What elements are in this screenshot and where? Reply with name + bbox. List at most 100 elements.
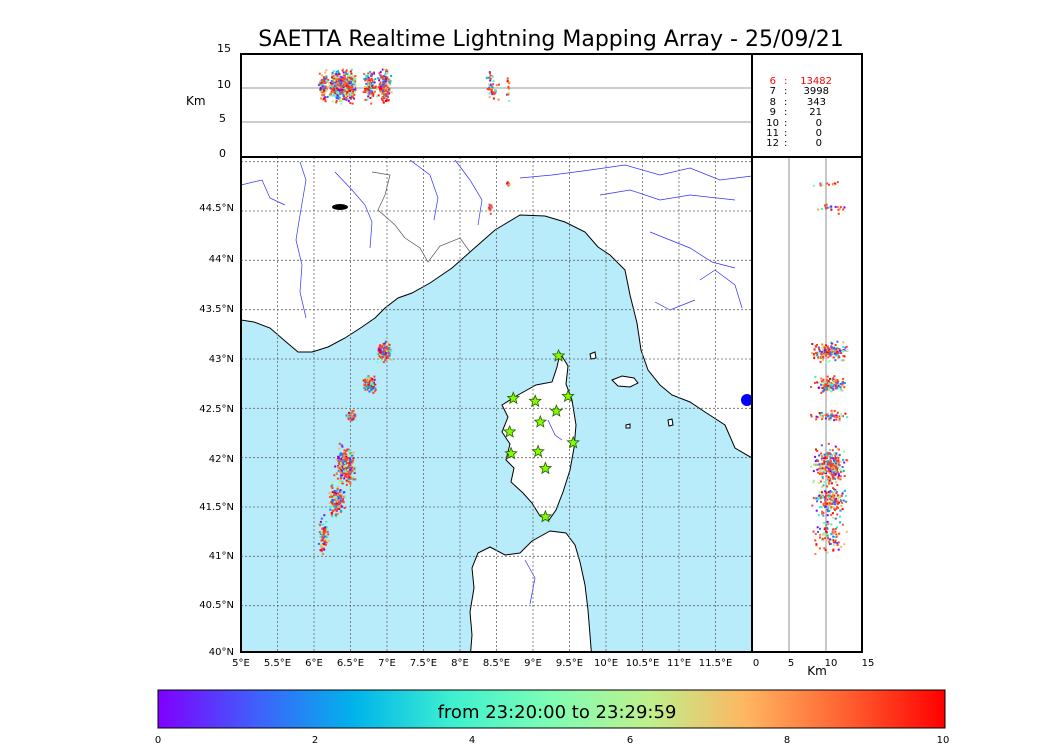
lightning-source-dot bbox=[388, 88, 391, 91]
lightning-source-dot bbox=[326, 79, 329, 82]
lightning-source-dot bbox=[382, 81, 385, 84]
colorbar-tick: 10 bbox=[937, 735, 950, 746]
lightning-source-dot bbox=[826, 206, 829, 209]
lightning-source-dot bbox=[833, 182, 836, 185]
lightning-source-dot bbox=[331, 495, 334, 498]
lightning-source-dot bbox=[344, 470, 347, 473]
lightning-source-dot bbox=[345, 455, 348, 458]
count-label: 10 bbox=[766, 118, 779, 129]
count-row: 10 : 0 bbox=[766, 118, 822, 129]
lightning-source-dot bbox=[349, 419, 352, 422]
lightning-source-dot bbox=[818, 547, 821, 550]
lightning-source-dot bbox=[345, 459, 348, 461]
lightning-source-dot bbox=[368, 386, 371, 389]
station-count-panel: 6 : 13482 7 : 3998 8 : 343 9 : 21 10 : 0… bbox=[751, 53, 863, 158]
lon-tick: 11.5°E bbox=[699, 658, 733, 669]
lightning-source-dot bbox=[820, 391, 823, 394]
lightning-source-dot bbox=[382, 82, 384, 85]
lightning-source-dot bbox=[825, 414, 827, 417]
lightning-source-dot bbox=[826, 457, 829, 460]
lightning-source-dot bbox=[490, 76, 493, 78]
lightning-source-dot bbox=[340, 499, 342, 502]
lightning-source-dot bbox=[833, 375, 836, 378]
lightning-source-dot bbox=[337, 455, 340, 458]
lightning-source-dot bbox=[844, 346, 847, 349]
lightning-source-dot bbox=[378, 83, 381, 86]
lightning-source-dot bbox=[836, 459, 838, 462]
lightning-source-dot bbox=[833, 459, 835, 462]
lightning-source-dot bbox=[819, 533, 822, 536]
lightning-source-dot bbox=[833, 347, 835, 350]
lon-tick: 8°E bbox=[451, 658, 469, 669]
lightning-source-dot bbox=[825, 532, 828, 535]
lightning-source-dot bbox=[367, 76, 370, 79]
lightning-source-dot bbox=[836, 483, 839, 486]
lightning-source-dot bbox=[351, 466, 354, 469]
lightning-source-dot bbox=[319, 87, 322, 90]
lightning-source-dot bbox=[349, 449, 352, 451]
lightning-source-dot bbox=[321, 94, 324, 97]
lightning-source-dot bbox=[337, 97, 340, 100]
lightning-source-dot bbox=[337, 462, 340, 465]
lightning-source-dot bbox=[381, 76, 384, 78]
lightning-source-dot bbox=[815, 448, 817, 451]
count-label: 7 bbox=[770, 86, 776, 97]
lightning-source-dot bbox=[823, 382, 826, 385]
lon-tick: 9°E bbox=[524, 658, 542, 669]
lightning-source-dot bbox=[821, 184, 824, 187]
lightning-source-dot bbox=[386, 353, 389, 356]
lightning-source-dot bbox=[341, 482, 344, 485]
lightning-source-dot bbox=[333, 91, 336, 93]
lightning-source-dot bbox=[836, 494, 839, 497]
lightning-source-dot bbox=[833, 488, 835, 491]
lightning-source-dot bbox=[824, 549, 827, 552]
lightning-source-dot bbox=[827, 384, 830, 387]
lightning-source-dot bbox=[325, 90, 328, 92]
lightning-source-dot bbox=[488, 71, 491, 74]
lightning-source-dot bbox=[326, 87, 329, 90]
side-xtick-15: 15 bbox=[862, 658, 875, 669]
lightning-source-dot bbox=[352, 416, 355, 419]
lightning-source-dot bbox=[321, 551, 323, 554]
lightning-source-dot bbox=[331, 95, 334, 97]
lightning-source-dot bbox=[374, 85, 377, 88]
lightning-source-dot bbox=[836, 470, 839, 473]
lightning-source-dot bbox=[829, 461, 832, 464]
lightning-source-dot bbox=[353, 93, 356, 96]
lightning-source-dot bbox=[339, 78, 342, 81]
lightning-source-dot bbox=[824, 499, 827, 502]
lightning-source-dot bbox=[817, 514, 820, 517]
count-row: 9 : 21 bbox=[770, 107, 822, 118]
lightning-source-dot bbox=[387, 79, 390, 82]
lightning-source-dot bbox=[488, 83, 490, 86]
lightning-source-dot bbox=[336, 488, 339, 491]
lightning-source-dot bbox=[383, 97, 386, 99]
lightning-source-dot bbox=[370, 87, 372, 90]
lightning-source-dot bbox=[339, 453, 342, 456]
lightning-source-dot bbox=[338, 467, 341, 470]
lightning-source-dot bbox=[370, 102, 373, 105]
lightning-source-dot bbox=[341, 470, 344, 472]
lightning-source-dot bbox=[324, 96, 327, 99]
lightning-source-dot bbox=[387, 99, 390, 102]
lightning-source-dot bbox=[820, 444, 823, 447]
lightning-source-dot bbox=[832, 472, 835, 475]
lightning-source-dot bbox=[820, 377, 823, 380]
lightning-source-dot bbox=[832, 541, 835, 544]
lightning-source-dot bbox=[351, 416, 354, 419]
lightning-source-dot bbox=[831, 497, 834, 500]
lightning-source-dot bbox=[833, 414, 836, 417]
lightning-source-dot bbox=[825, 466, 828, 469]
map-sources bbox=[317, 181, 511, 555]
svg-text::: : bbox=[784, 86, 787, 97]
lightning-source-dot bbox=[835, 480, 838, 483]
lightning-source-dot bbox=[386, 347, 389, 350]
lightning-source-dot bbox=[335, 70, 338, 73]
station-star-icon bbox=[538, 509, 553, 523]
count-value: 13482 bbox=[800, 76, 832, 87]
lightning-source-dot bbox=[809, 465, 812, 468]
lightning-source-dot bbox=[340, 494, 343, 497]
lightning-source-dot bbox=[825, 386, 828, 389]
lightning-source-dot bbox=[825, 524, 828, 527]
lightning-source-dot bbox=[335, 509, 338, 512]
